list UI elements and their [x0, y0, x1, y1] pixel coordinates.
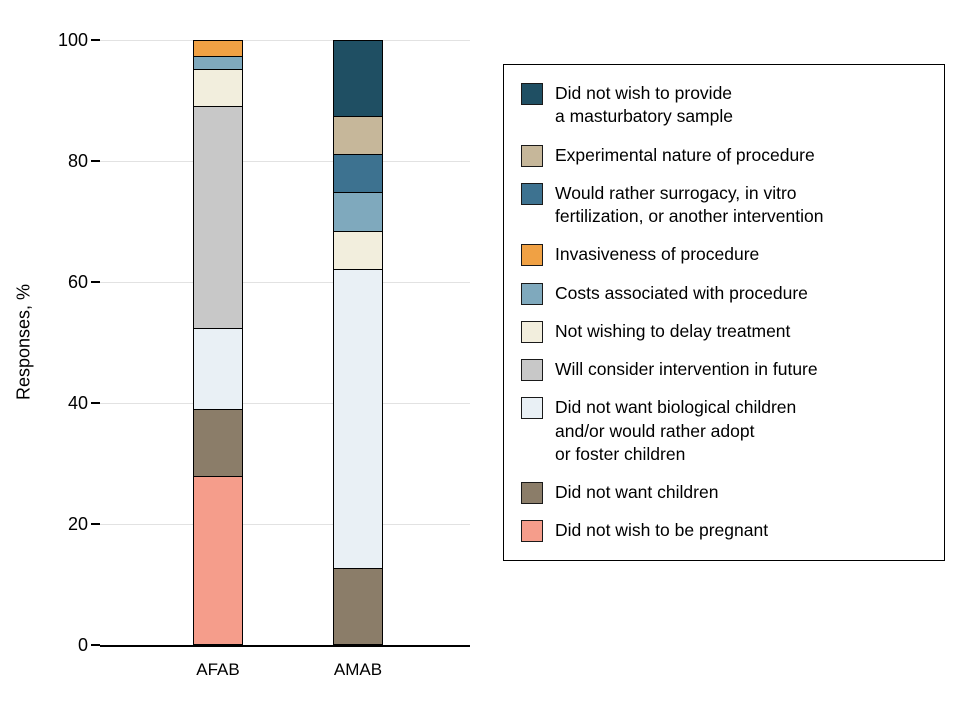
bar-segment [334, 41, 382, 116]
bar-segment [194, 105, 242, 328]
gridline-20 [100, 524, 470, 525]
bar-segment [194, 68, 242, 106]
legend-item: Invasiveness of procedure [521, 243, 927, 267]
y-tick-label: 20 [67, 514, 88, 534]
gridline-60 [100, 282, 470, 283]
y-tick-mark [91, 402, 100, 404]
legend-item-label: Would rather surrogacy, in vitro fertili… [555, 182, 824, 227]
x-tick-label-amab: AMAB [333, 660, 383, 679]
legend-item-label: Not wishing to delay treatment [555, 320, 791, 341]
legend-swatch [521, 520, 543, 543]
legend-swatch [521, 359, 543, 382]
bar-segment [194, 55, 242, 69]
y-tick-label: 40 [67, 393, 88, 413]
bar-segment [334, 230, 382, 269]
bar-segment [334, 268, 382, 569]
legend-item-label: Invasiveness of procedure [555, 244, 760, 265]
y-tick-mark [91, 523, 100, 525]
bar-afab [193, 40, 243, 645]
legend-swatch [521, 282, 543, 305]
y-tick-label: 100 [57, 30, 88, 50]
legend-swatch [521, 182, 543, 205]
legend-item-label: Did not want biological children and/or … [555, 397, 797, 464]
legend-swatch [521, 482, 543, 505]
bar-segment [194, 41, 242, 56]
legend-item: Would rather surrogacy, in vitro fertili… [521, 182, 927, 229]
legend-swatch [521, 397, 543, 420]
gridline-100 [100, 40, 470, 41]
bar-segment [334, 153, 382, 193]
y-tick-mark [91, 644, 100, 646]
legend-item-label: Costs associated with procedure [555, 282, 808, 303]
bar-segment [194, 409, 242, 476]
legend-item: Not wishing to delay treatment [521, 320, 927, 343]
y-tick-label: 80 [67, 151, 88, 171]
legend-item: Did not wish to be pregnant [521, 519, 927, 543]
bar-segment [334, 568, 382, 644]
legend-item: Experimental nature of procedure [521, 144, 927, 167]
legend-swatch [521, 144, 543, 167]
gridline-80 [100, 161, 470, 162]
legend-swatch [521, 83, 543, 105]
y-tick-mark [91, 39, 100, 41]
legend-item-label: Experimental nature of procedure [555, 144, 815, 165]
legend-item: Costs associated with procedure [521, 282, 927, 305]
bar-segment [194, 327, 242, 410]
y-tick-mark [91, 281, 100, 283]
legend-item-label: Did not wish to be pregnant [555, 520, 769, 541]
legend: Did not wish to provide a masturbatory s… [503, 64, 945, 561]
legend-swatch [521, 244, 543, 267]
y-tick-mark [91, 160, 100, 162]
legend-item: Did not want children [521, 481, 927, 505]
x-tick-label-afab: AFAB [196, 660, 240, 679]
bar-amab [333, 40, 383, 645]
legend-item: Did not wish to provide a masturbatory s… [521, 82, 927, 129]
y-tick-label: 0 [77, 635, 88, 655]
bar-segment [334, 115, 382, 154]
plot-area [91, 39, 470, 647]
y-axis-title: Responses, % [13, 283, 34, 401]
legend-item: Did not want biological children and/or … [521, 396, 927, 466]
legend-swatch [521, 320, 543, 343]
bar-segment [194, 475, 242, 644]
y-tick-label: 60 [67, 272, 88, 292]
legend-item: Will consider intervention in future [521, 358, 927, 382]
legend-item-label: Will consider intervention in future [555, 359, 818, 380]
legend-item-label: Did not wish to provide a masturbatory s… [555, 83, 733, 127]
bar-segment [334, 192, 382, 231]
gridline-40 [100, 403, 470, 404]
legend-item-label: Did not want children [555, 482, 719, 503]
